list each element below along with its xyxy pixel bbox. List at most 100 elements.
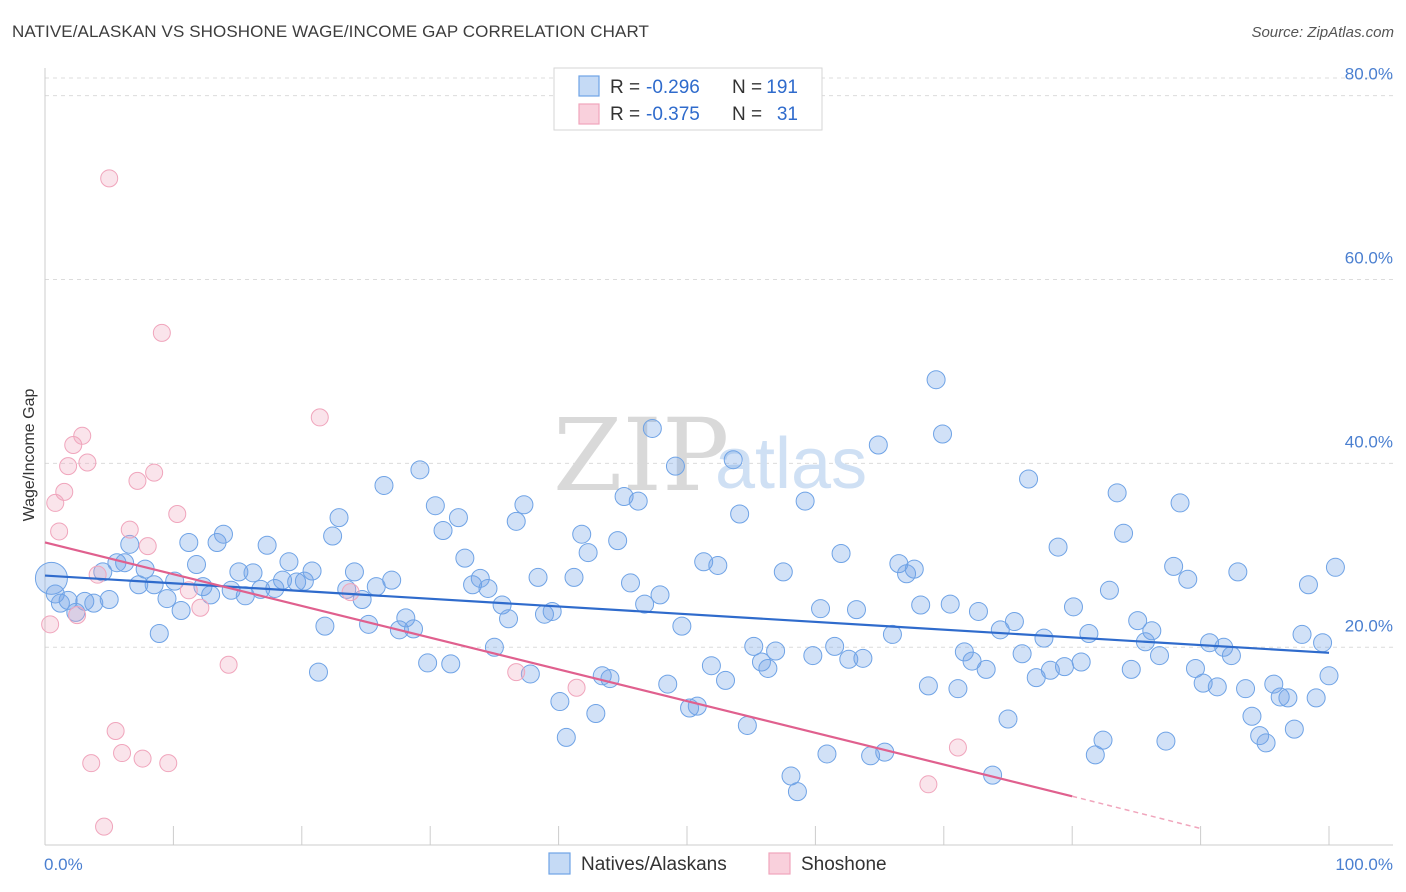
shoshone-point xyxy=(948,738,967,757)
natives-point xyxy=(455,548,475,568)
natives-point xyxy=(257,535,277,555)
watermark-zip: ZIP xyxy=(553,397,729,514)
natives-point xyxy=(213,524,233,544)
natives-point xyxy=(179,532,199,552)
natives-point xyxy=(846,600,866,620)
natives-point xyxy=(868,435,888,455)
natives-point xyxy=(1107,483,1127,503)
bottom-legend-swatch-shoshone xyxy=(768,852,791,875)
natives-trend-line xyxy=(44,574,1330,654)
shoshone-point xyxy=(88,565,107,584)
shoshone-point xyxy=(179,581,198,600)
natives-point xyxy=(1048,537,1068,557)
shoshone-point xyxy=(100,169,119,188)
natives-point xyxy=(940,594,960,614)
natives-point xyxy=(187,555,207,575)
natives-point xyxy=(817,744,837,764)
natives-point xyxy=(425,496,445,516)
natives-point xyxy=(608,531,628,551)
natives-point xyxy=(1200,633,1220,653)
natives-point xyxy=(642,418,662,438)
natives-point xyxy=(882,624,902,644)
natives-point xyxy=(911,595,931,615)
natives-point xyxy=(1325,557,1345,577)
shoshone-point xyxy=(919,775,938,794)
natives-point xyxy=(744,636,764,656)
legend-r-value-natives: -0.296 xyxy=(646,77,700,98)
natives-point xyxy=(410,460,430,480)
shoshone-point xyxy=(95,817,114,836)
natives-point xyxy=(1071,652,1091,672)
series-natives-points xyxy=(34,370,1345,802)
natives-point xyxy=(441,654,461,674)
shoshone-point xyxy=(64,436,83,455)
natives-point xyxy=(1278,688,1298,708)
natives-point xyxy=(976,659,996,679)
source-label: Source: ZipAtlas.com xyxy=(1251,24,1394,41)
y-tick-label-40: 40.0% xyxy=(1345,432,1393,451)
natives-point xyxy=(499,609,519,629)
y-tick-label-20: 20.0% xyxy=(1345,616,1393,635)
natives-point xyxy=(839,649,859,669)
shoshone-point xyxy=(310,408,329,427)
legend-n-label-natives: N = xyxy=(732,77,762,98)
natives-point xyxy=(1242,706,1262,726)
x-tick-label-min: 0.0% xyxy=(44,855,83,874)
natives-point xyxy=(550,692,570,712)
natives-point xyxy=(1298,575,1318,595)
natives-point xyxy=(1004,612,1024,632)
natives-point xyxy=(323,526,343,546)
shoshone-point xyxy=(78,453,97,472)
natives-point xyxy=(1250,726,1270,746)
shoshone-point xyxy=(138,537,157,556)
natives-point xyxy=(737,715,757,735)
natives-point xyxy=(1306,688,1326,708)
natives-point xyxy=(329,508,349,528)
natives-point xyxy=(1164,556,1184,576)
natives-point xyxy=(1142,621,1162,641)
natives-point xyxy=(50,593,70,613)
legend-r-label-shoshone: R = xyxy=(610,104,640,125)
legend-box: R = -0.296 N = 191 R = -0.375 N = 31 xyxy=(553,67,823,131)
natives-point xyxy=(1156,731,1176,751)
shoshone-point xyxy=(159,754,178,773)
natives-point xyxy=(1236,679,1256,699)
natives-point xyxy=(315,616,335,636)
y-tick-labels: 20.0% 40.0% 60.0% 80.0% xyxy=(1345,65,1393,636)
natives-point xyxy=(344,562,364,582)
natives-point xyxy=(723,450,743,470)
natives-point xyxy=(758,658,778,678)
legend-r-value-shoshone: -0.375 xyxy=(646,104,700,125)
shoshone-point xyxy=(55,482,74,501)
natives-point xyxy=(1284,719,1304,739)
natives-point xyxy=(1128,611,1148,631)
y-axis-title: Wage/Income Gap xyxy=(21,389,38,522)
natives-point xyxy=(149,624,169,644)
shoshone-point xyxy=(152,323,171,342)
natives-point xyxy=(84,593,104,613)
natives-point xyxy=(1193,673,1213,693)
natives-point xyxy=(787,782,807,802)
natives-point xyxy=(635,594,655,614)
legend-n-value-shoshone: 31 xyxy=(777,104,798,125)
shoshone-point xyxy=(133,749,152,768)
natives-point xyxy=(1063,597,1083,617)
natives-point xyxy=(374,475,394,495)
natives-point xyxy=(962,651,982,671)
natives-point xyxy=(672,616,692,636)
shoshone-point xyxy=(68,606,87,625)
natives-point xyxy=(1228,562,1248,582)
natives-point xyxy=(520,664,540,684)
natives-point xyxy=(926,370,946,390)
natives-point xyxy=(470,568,490,588)
legend-swatch-shoshone xyxy=(578,103,600,125)
shoshone-point xyxy=(106,721,125,740)
natives-point xyxy=(243,563,263,583)
natives-point xyxy=(572,524,592,544)
shoshone-point xyxy=(50,522,69,541)
natives-point xyxy=(730,504,750,524)
trend-lines xyxy=(44,541,1330,830)
watermark-atlas: atlas xyxy=(715,424,867,504)
bottom-legend-label-natives: Natives/Alaskans xyxy=(581,854,727,875)
